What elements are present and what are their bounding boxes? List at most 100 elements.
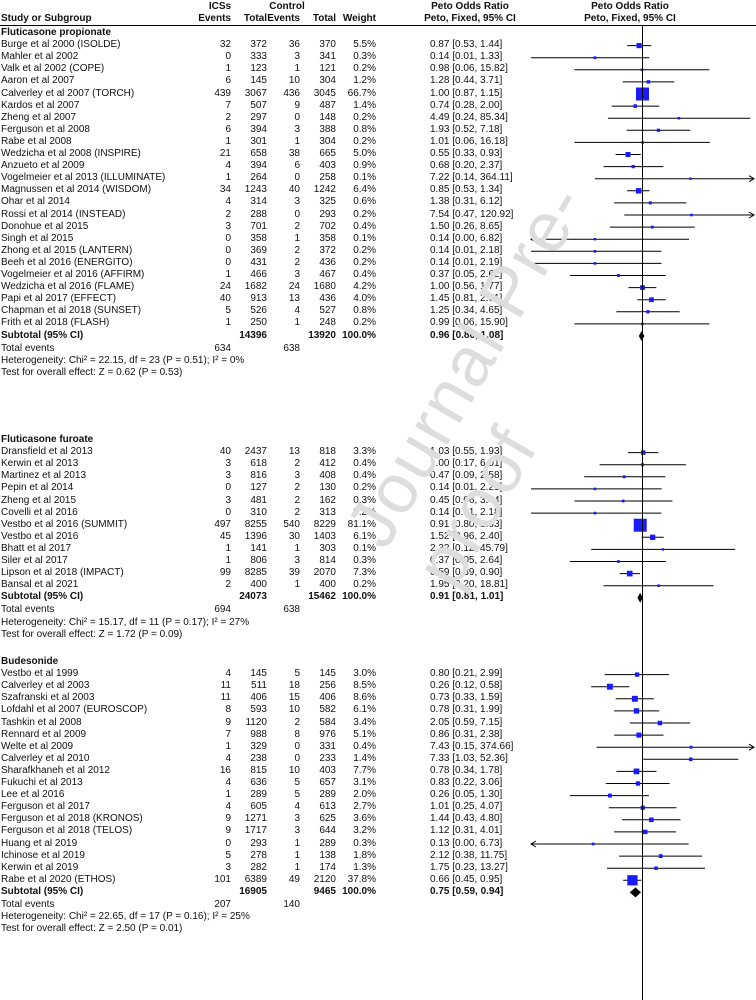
study-e1: 3 [225,494,231,506]
total-events-ics: 694 [214,604,231,616]
study-name: Anzueto et al 2009 [1,160,85,172]
study-name: Lofdahl et al 2007 (EUROSCOP) [1,704,148,716]
study-ci-text: 2.12 [0.38, 11.75] [430,849,508,861]
study-n1: 658 [250,148,267,159]
study-ci-text: 0.47 [0.09, 2.58] [430,470,503,482]
study-name: Martinez et al 2013 [1,470,87,482]
study-n2: 370 [319,39,336,51]
study-n1: 806 [250,555,267,566]
or-sub-header: Peto, Fixed, 95% CI [424,13,516,24]
total-events-label: Total events [1,899,55,910]
study-e1: 1 [225,555,231,566]
study-e2: 8 [294,728,300,740]
study-weight: 0.8% [353,123,376,135]
study-weight: 0.2% [353,135,376,147]
ci-arrow-right [748,211,755,219]
study-e2: 1 [294,849,300,861]
study-n1: 3067 [244,87,267,99]
study-marker [627,875,638,886]
study-n2: 2120 [313,873,336,885]
study-n1: 593 [250,704,267,716]
study-ci-text: 0.37 [0.05, 2.62] [430,269,503,280]
study-ci-text: 0.14 [0.01, 2.18] [430,506,503,518]
subtotal-ci: 0.96 [0.86, 1.08] [430,329,504,341]
study-n1: 369 [250,244,267,256]
study-ci-text: 0.80 [0.21, 2.99] [430,668,503,680]
study-e2: 3 [294,555,300,566]
study-n2: 818 [319,446,336,458]
study-e2: 0 [294,111,300,123]
study-e1: 4 [225,668,231,680]
study-weight: 0.1% [353,542,376,554]
study-n1: 6389 [244,873,267,885]
study-e2: 1 [294,63,300,75]
study-ci-text: 1.93 [0.52, 7.18] [430,123,503,135]
study-e1: 0 [225,837,231,849]
study-marker [689,745,693,749]
study-e2: 2 [294,244,300,256]
study-weight: 0.4% [353,269,376,280]
study-n2: 145 [319,668,336,680]
study-n2: 584 [319,716,336,728]
study-n2: 325 [319,196,336,208]
ci-arrow-left [530,235,537,243]
study-e1: 6 [225,75,231,87]
study-e1: 0 [225,506,231,518]
study-weight: 3.3% [353,446,376,458]
control-events-header: Events [267,13,300,24]
study-marker [661,548,665,551]
study-name: Burge et al 2000 (ISOLDE) [1,39,121,51]
study-weight: 5.1% [353,728,376,740]
study-e2: 3 [294,470,300,482]
subtotal-diamond [638,331,645,341]
study-name: Vogelmeier et al 2013 (ILLUMINATE) [1,172,166,184]
study-marker [658,854,663,859]
study-e1: 1 [225,172,231,184]
study-weight: 3.6% [353,813,376,825]
study-marker [591,842,595,846]
study-name: Dransfield et al 2013 [1,446,93,458]
study-ci-text: 0.86 [0.31, 2.38] [430,728,503,740]
study-e1: 439 [214,87,231,99]
study-n2: 436 [319,293,336,305]
study-e1: 2 [225,208,231,220]
study-e2: 2 [294,506,300,518]
subgroup-title: Budesonide [1,656,59,667]
study-n1: 288 [250,208,267,220]
study-e2: 9 [294,99,300,111]
subtotal-weight: 100.0% [342,885,376,897]
study-e2: 3 [294,51,300,63]
study-weight: 81.1% [347,518,376,530]
study-name: Chapman et al 2018 (SUNSET) [1,305,142,317]
study-weight: 0.3% [353,51,376,63]
study-weight: 0.8% [353,305,376,317]
study-ci-text: 0.85 [0.53, 1.34] [430,184,503,196]
study-e2: 2 [294,482,300,494]
study-weight: 0.4% [353,458,376,470]
study-weight: 0.1% [353,232,376,244]
study-name: Ohar et al 2014 [1,196,70,208]
study-e1: 6 [225,123,231,135]
study-e2: 1 [294,317,300,329]
study-n2: 331 [319,740,336,752]
study-name: Szafranski et al 2003 [1,692,95,704]
overall-effect-text: Test for overall effect: Z = 0.62 (P = 0… [1,366,183,378]
study-n1: 466 [250,269,267,280]
study-e1: 4 [225,752,231,764]
study-n1: 526 [250,305,267,317]
study-marker [631,695,638,702]
study-e1: 11 [220,680,231,692]
study-n1: 329 [250,740,267,752]
study-ci-text: 1.50 [0.26, 8.65] [430,220,503,232]
study-marker [633,104,638,108]
study-marker [607,793,612,798]
study-n1: 278 [250,849,267,861]
study-marker [649,817,654,823]
study-n1: 123 [250,63,267,75]
study-ci-text: 0.73 [0.33, 1.59] [430,692,503,704]
study-e1: 1 [225,542,231,554]
study-n1: 145 [250,668,267,680]
study-n1: 1682 [244,281,267,293]
study-n2: 582 [319,704,336,716]
study-e1: 3 [225,220,231,232]
